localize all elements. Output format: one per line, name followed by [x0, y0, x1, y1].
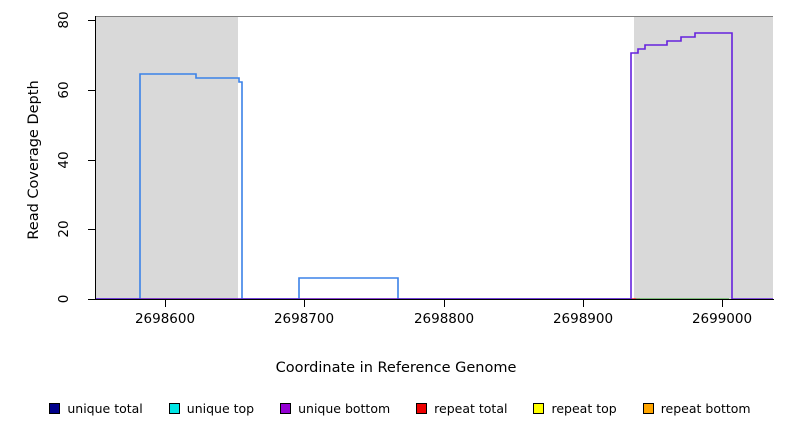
panel-top-border-middle	[238, 16, 634, 17]
x-tick-label-2: 2698700	[273, 311, 335, 327]
x-tick-label-3: 2698800	[413, 311, 475, 327]
y-tick-label-text: 80	[56, 11, 72, 29]
legend-label: repeat top	[551, 400, 617, 416]
x-tick-5	[722, 300, 723, 307]
chart-legend: unique total unique top unique bottom re…	[0, 396, 792, 420]
legend-swatch-icon	[49, 402, 61, 414]
legend-swatch-icon	[416, 402, 428, 414]
legend-label: repeat total	[434, 400, 508, 416]
legend-label: unique top	[186, 400, 255, 416]
x-tick-2	[304, 300, 305, 307]
panel-top-border-left	[95, 16, 238, 17]
legend-swatch-icon	[533, 402, 545, 414]
legend-item-unique-bottom: unique bottom	[280, 401, 390, 416]
y-tick-label-0: 0	[44, 291, 84, 309]
x-tick-label-5: 2699000	[691, 311, 753, 327]
legend-label: unique bottom	[298, 400, 391, 416]
y-tick-label-80: 80	[44, 11, 84, 30]
legend-item-repeat-total: repeat total	[416, 401, 507, 416]
y-tick-label-text: 60	[56, 81, 72, 99]
x-tick-4	[583, 300, 584, 307]
y-tick-label-text: 0	[56, 294, 72, 304]
y-tick-label-text: 20	[56, 220, 72, 238]
y-tick-60	[88, 90, 95, 91]
y-axis-line	[95, 16, 96, 300]
shaded-region-left	[95, 16, 238, 299]
series-unique-total-blue	[95, 73, 631, 300]
legend-item-unique-total: unique total	[49, 400, 143, 416]
legend-item-unique-top: unique top	[168, 400, 255, 416]
legend-swatch-icon	[280, 402, 292, 414]
y-axis-title: Read Coverage Depth	[26, 80, 42, 240]
x-axis-title: Coordinate in Reference Genome	[275, 360, 517, 376]
legend-item-repeat-bottom: repeat bottom	[642, 400, 751, 416]
x-axis-line	[95, 299, 774, 300]
legend-label: repeat bottom	[660, 400, 751, 416]
y-tick-20	[88, 229, 95, 230]
x-tick-3	[444, 300, 445, 307]
y-tick-label-60: 60	[44, 81, 84, 100]
shaded-region-right	[634, 16, 773, 299]
y-tick-label-20: 20	[44, 220, 84, 239]
x-tick-label-1: 2698600	[134, 311, 196, 327]
series-unique-total-purple	[95, 32, 773, 300]
y-tick-40	[88, 160, 95, 161]
x-tick-label-4: 2698900	[552, 311, 614, 327]
panel-top-border-right	[634, 16, 773, 17]
y-tick-label-text: 40	[56, 151, 72, 169]
plot-panel	[95, 16, 773, 299]
legend-swatch-icon	[642, 402, 654, 414]
coverage-curves	[95, 32, 773, 300]
y-tick-label-40: 40	[44, 151, 84, 170]
x-tick-1	[165, 300, 166, 307]
y-tick-0	[88, 299, 95, 300]
legend-swatch-icon	[168, 402, 180, 414]
y-tick-80	[88, 20, 95, 21]
legend-item-repeat-top: repeat top	[533, 400, 617, 416]
legend-label: unique total	[67, 400, 143, 416]
